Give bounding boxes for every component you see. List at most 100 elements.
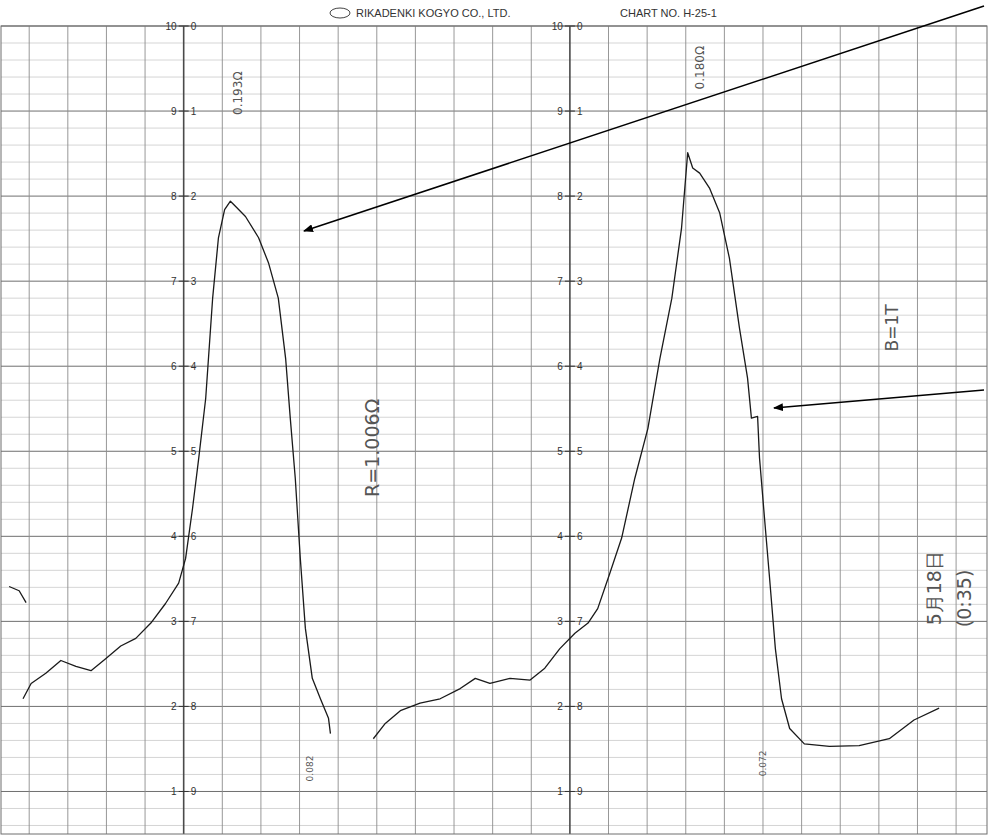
y-tick-label: 5 xyxy=(557,446,563,457)
minor-grid-line xyxy=(1,179,987,180)
grid-line-x xyxy=(29,26,30,834)
y-tick-label: 5 xyxy=(171,446,177,457)
chart: RIKADENKI KOGYO CO., LTD.CHART NO. H-25-… xyxy=(0,0,988,839)
y2-tick-label: 2 xyxy=(191,191,197,202)
y-tick-label: 6 xyxy=(557,361,563,372)
grid-line-x xyxy=(878,26,879,834)
annotation: R=1.006Ω xyxy=(361,399,383,497)
y-tick xyxy=(179,26,189,27)
y-tick xyxy=(179,706,189,707)
grid-line-y xyxy=(1,791,987,792)
minor-grid-line xyxy=(1,230,987,231)
y-tick-label: 3 xyxy=(171,616,177,627)
y-tick xyxy=(565,621,575,622)
minor-grid-line xyxy=(1,60,987,61)
y-tick-label: 2 xyxy=(557,701,563,712)
grid-line-y xyxy=(1,536,987,537)
grid-line-y xyxy=(1,196,987,197)
minor-grid-line xyxy=(1,655,987,656)
minor-grid-line xyxy=(1,298,987,299)
subtitle: CHART NO. H-25-1 xyxy=(620,7,717,19)
minor-grid-line xyxy=(1,213,987,214)
y2-tick-label: 2 xyxy=(577,191,583,202)
minor-grid-line xyxy=(1,519,987,520)
y-tick-label: 1 xyxy=(171,786,177,797)
minor-grid-line xyxy=(1,723,987,724)
y-tick xyxy=(565,281,575,282)
grid-line-x xyxy=(492,26,493,834)
grid-line-x xyxy=(917,26,918,834)
minor-grid-line xyxy=(1,349,987,350)
y-tick xyxy=(179,451,189,452)
grid-line-x xyxy=(299,26,300,834)
grid-line-y xyxy=(1,706,987,707)
y-tick-label: 9 xyxy=(171,106,177,117)
y2-tick-label: 7 xyxy=(191,616,197,627)
y-tick-label: 8 xyxy=(557,191,563,202)
grid-line-y xyxy=(1,281,987,282)
y-tick-label: 4 xyxy=(557,531,563,542)
y-tick xyxy=(179,281,189,282)
y-tick-label: 10 xyxy=(166,21,178,32)
grid-line-x xyxy=(608,26,609,834)
minor-grid-line xyxy=(1,502,987,503)
annotations: 0.193Ω0.180ΩR=1.006ΩB=1T5月18日(0:35)0.082… xyxy=(231,46,975,781)
minor-grid-line xyxy=(1,774,987,775)
grid-line-y xyxy=(1,621,987,622)
y2-tick-label: 6 xyxy=(577,531,583,542)
grid-line-x xyxy=(222,26,223,834)
minor-grid-line xyxy=(1,468,987,469)
minor-grid-line xyxy=(1,570,987,571)
annotation: (0:35) xyxy=(953,570,975,628)
minor-grid-line xyxy=(1,315,987,316)
y-tick xyxy=(565,26,575,27)
minor-grid-line xyxy=(1,604,987,605)
pen-trace xyxy=(9,153,939,747)
grid-line-x xyxy=(338,26,339,834)
y-tick xyxy=(565,111,575,112)
grid-line-x xyxy=(569,26,571,834)
y2-tick-label: 5 xyxy=(577,446,583,457)
y-tick-label: 7 xyxy=(171,276,177,287)
y-tick xyxy=(179,791,189,792)
y-tick-label: 1 xyxy=(557,786,563,797)
minor-grid-line xyxy=(1,383,987,384)
y2-tick-label: 4 xyxy=(577,361,583,372)
y-tick xyxy=(179,111,189,112)
annotation: 0.072 xyxy=(758,751,768,777)
grid-line-x xyxy=(145,26,146,834)
grid-line-x xyxy=(801,26,802,834)
annotation: 0.180Ω xyxy=(693,46,707,90)
grid-line-x xyxy=(762,26,763,834)
y2-tick-label: 9 xyxy=(191,786,197,797)
annotation: 5月18日 xyxy=(923,551,945,625)
minor-grid-line xyxy=(1,400,987,401)
grid-line-x xyxy=(106,26,107,834)
arrow xyxy=(304,6,984,231)
y-tick xyxy=(565,706,575,707)
y2-tick-label: 3 xyxy=(577,276,583,287)
grid-line-x xyxy=(956,26,957,834)
minor-grid-line xyxy=(1,825,987,826)
minor-grid-line xyxy=(1,638,987,639)
y-tick xyxy=(565,536,575,537)
y-tick xyxy=(179,366,189,367)
minor-grid-line xyxy=(1,553,987,554)
tick-labels: 1234567891098765432101234567891098765432… xyxy=(166,21,583,797)
y-tick-label: 7 xyxy=(557,276,563,287)
grid-line-y xyxy=(1,111,987,112)
y2-tick-label: 7 xyxy=(577,616,583,627)
y-tick-label: 4 xyxy=(171,531,177,542)
y2-tick-label: 4 xyxy=(191,361,197,372)
annotation: 0.082 xyxy=(305,756,315,782)
paper xyxy=(0,0,988,839)
minor-grid-line xyxy=(1,434,987,435)
y2-tick-label: 1 xyxy=(191,106,197,117)
minor-grid-line xyxy=(1,332,987,333)
grid-line-x xyxy=(67,26,68,834)
grid-line-x xyxy=(260,26,261,834)
annotation: B=1T xyxy=(882,304,902,352)
y-tick xyxy=(565,451,575,452)
plot-frame xyxy=(1,26,987,834)
y2-tick-label: 0 xyxy=(191,21,197,32)
